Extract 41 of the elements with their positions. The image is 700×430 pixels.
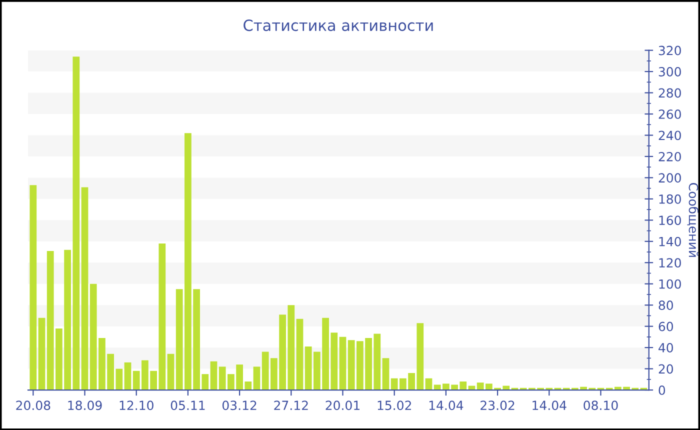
bar xyxy=(81,187,88,390)
chart-title: Статистика активности xyxy=(244,20,433,32)
y-tick-label: 60 xyxy=(658,322,674,332)
x-tick-label: 14.04 xyxy=(532,400,566,410)
y-axis-title: Сообщений xyxy=(687,183,699,257)
y-tick-label: 260 xyxy=(658,109,681,119)
y-tick-label: 140 xyxy=(659,236,681,246)
y-tick-label: 240 xyxy=(658,130,681,140)
bar xyxy=(210,361,218,390)
x-tick-label: 20.01 xyxy=(326,400,360,410)
y-tick-label: 120 xyxy=(659,258,681,268)
x-tick-label: 12.10 xyxy=(120,400,154,410)
y-tick-label: 160 xyxy=(659,216,681,226)
x-tick-label: 14.04 xyxy=(429,400,464,410)
y-tick-label: 100 xyxy=(659,279,681,289)
y-tick-label: 20 xyxy=(658,364,674,374)
y-tick-label: 280 xyxy=(658,88,681,98)
bar xyxy=(253,366,260,390)
bar xyxy=(124,362,132,390)
y-tick-label: 80 xyxy=(658,300,674,310)
y-tick-label: 180 xyxy=(659,194,681,204)
y-tick-label: 220 xyxy=(658,152,681,162)
bar xyxy=(30,185,37,390)
x-tick-label: 15.02 xyxy=(378,400,411,410)
y-tick-label: 0 xyxy=(658,385,666,395)
x-tick-label: 05.11 xyxy=(170,400,205,410)
y-tick-label: 320 xyxy=(658,46,681,56)
bar xyxy=(296,318,304,390)
x-tick-label: 08.10 xyxy=(584,400,618,410)
bar xyxy=(167,354,174,390)
y-tick-label: 200 xyxy=(658,173,681,183)
y-tick-label: 300 xyxy=(658,67,681,76)
x-tick-label: 20.08 xyxy=(16,400,50,410)
y-tick-label: 40 xyxy=(658,343,674,352)
x-tick-label: 23.02 xyxy=(480,400,514,410)
bar xyxy=(382,358,390,390)
x-tick-label: 18.09 xyxy=(68,400,102,410)
bar xyxy=(339,336,346,390)
bar xyxy=(38,318,46,390)
x-tick-label: 27.12 xyxy=(274,400,308,410)
x-tick-label: 03.12 xyxy=(222,400,256,410)
